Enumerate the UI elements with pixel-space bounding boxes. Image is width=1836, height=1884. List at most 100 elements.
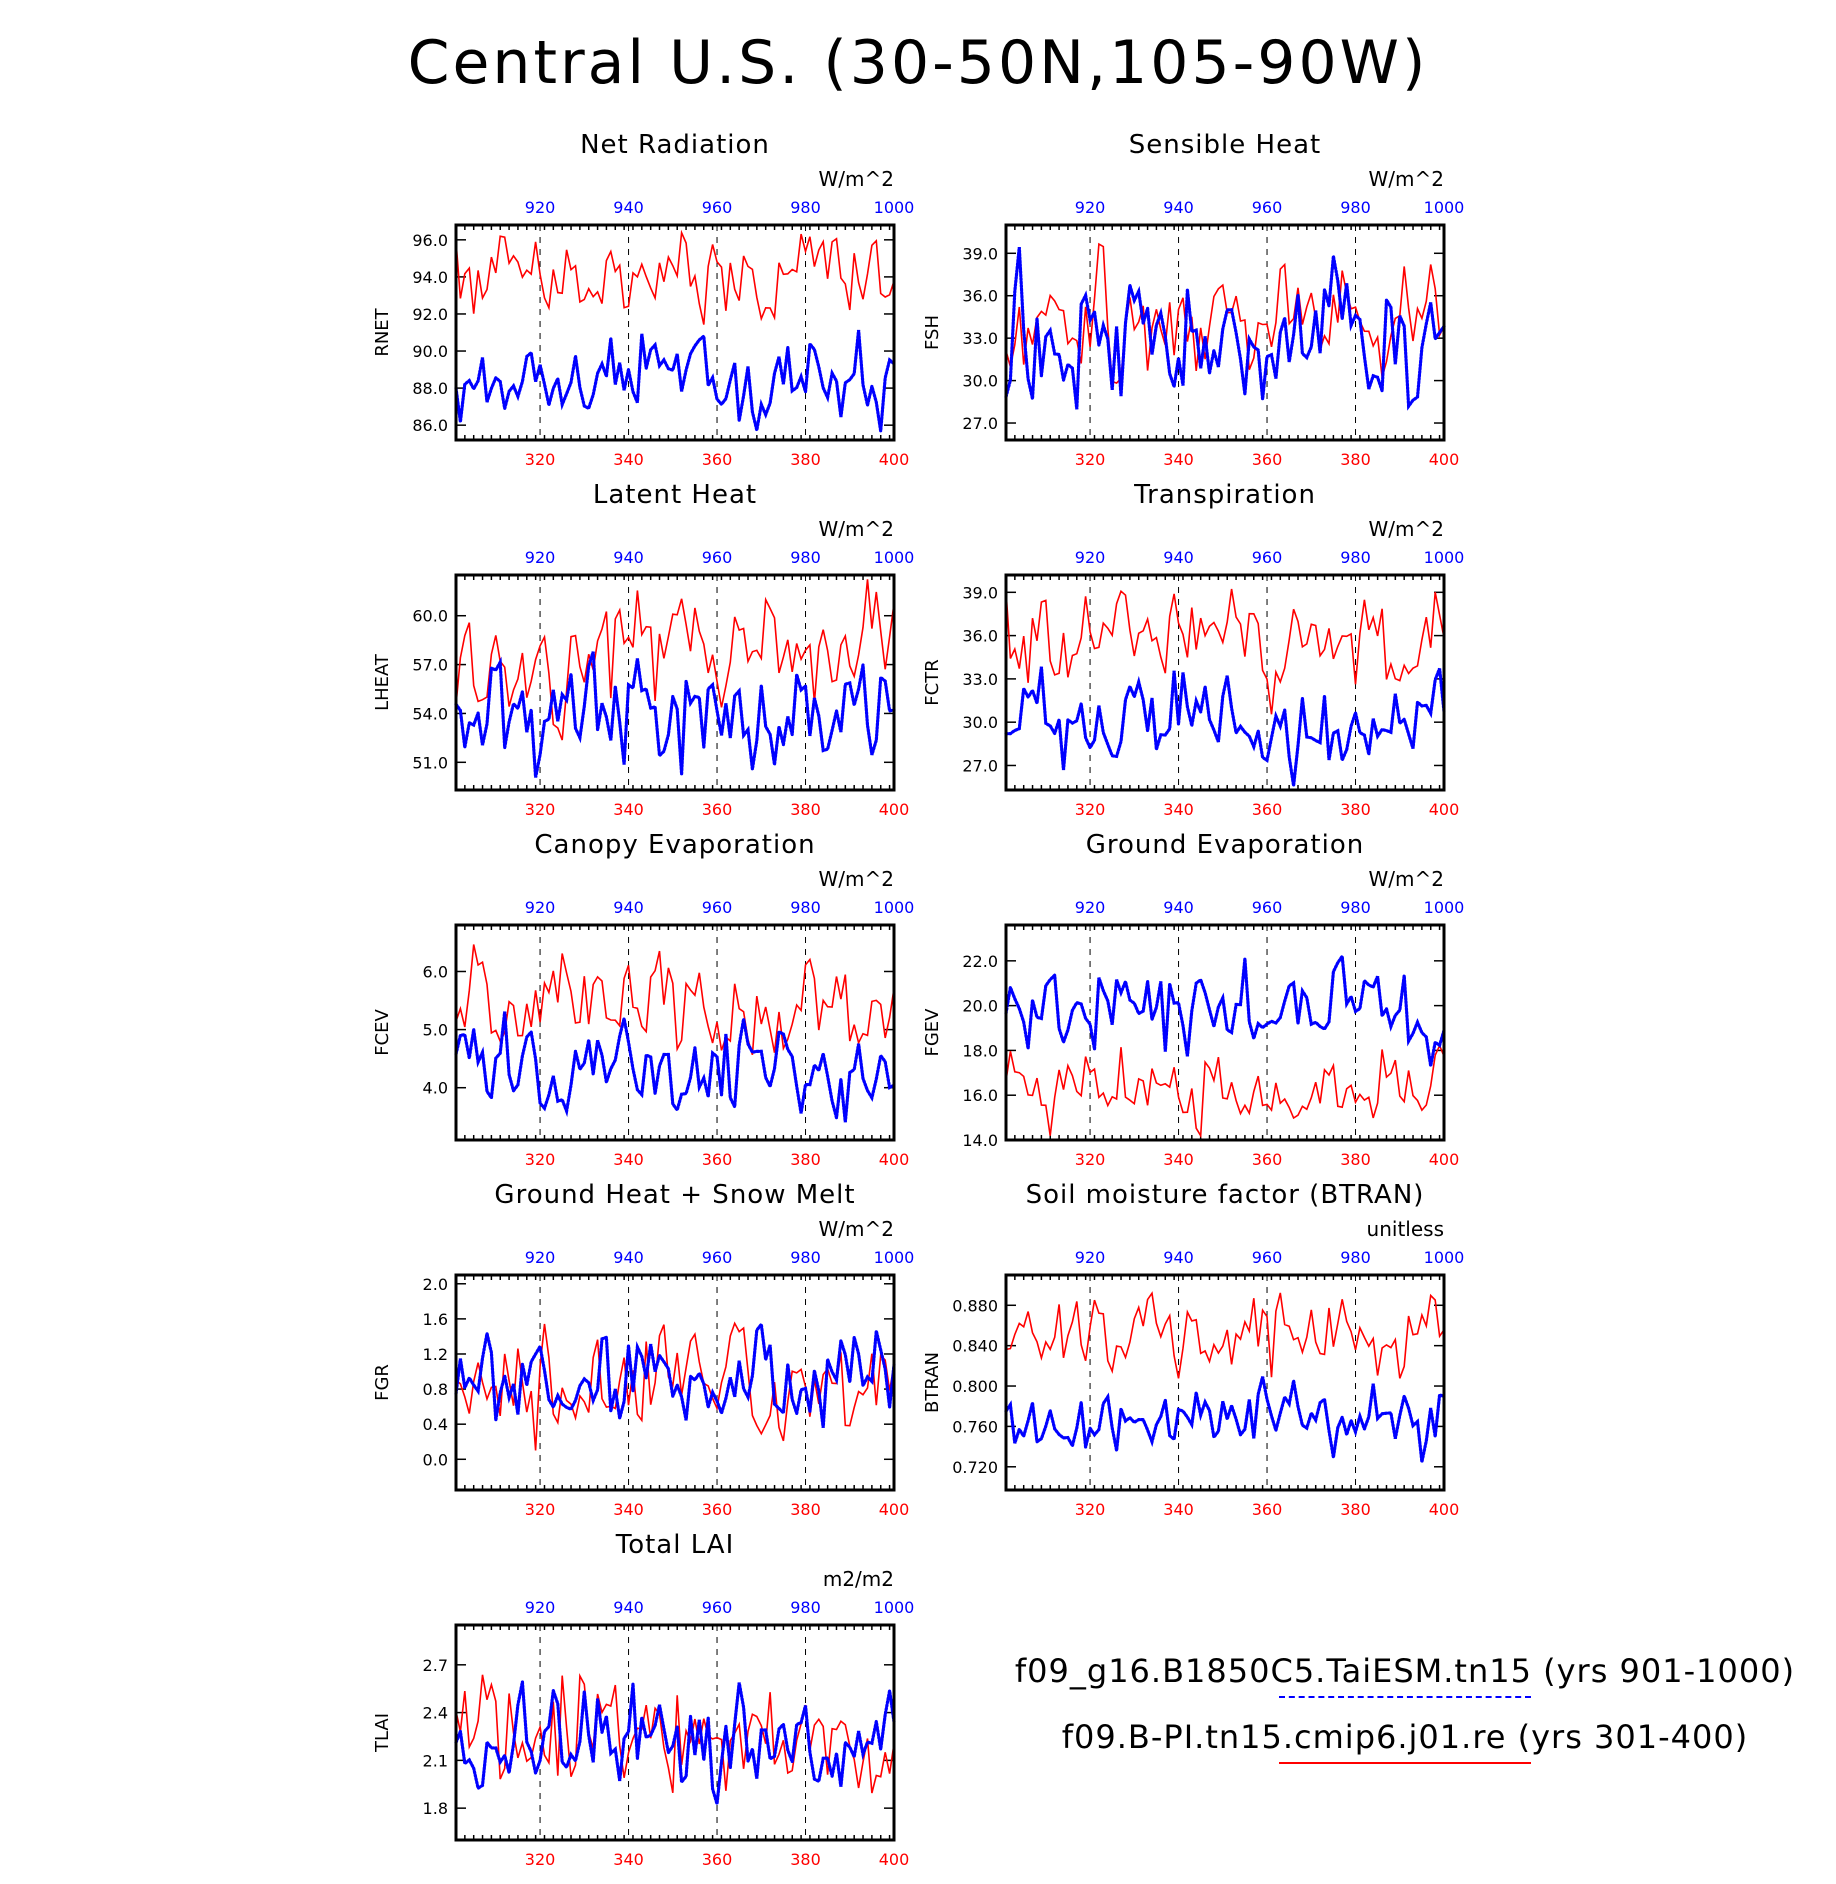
units-label: W/m^2 — [819, 867, 894, 891]
y-tick-label: 2.1 — [423, 1751, 448, 1770]
y-tick-label: 90.0 — [412, 342, 448, 361]
x-tick-label-bottom: 320 — [525, 1850, 556, 1869]
chart-latent-heat: Latent Heat W/m^2 320 340 360 380 400 920 940 960… — [372, 480, 915, 819]
x-tick-label-bottom: 380 — [1340, 1150, 1371, 1169]
panel-title: Canopy Evaporation — [534, 830, 815, 860]
x-tick-label-top: 940 — [613, 1248, 644, 1267]
x-tick-label-bottom: 380 — [790, 1150, 821, 1169]
x-tick-label-top: 1000 — [1424, 1248, 1465, 1267]
y-tick-label: 20.0 — [962, 997, 998, 1016]
x-tick-label-top: 940 — [1163, 898, 1194, 917]
x-tick-label-top: 960 — [702, 1248, 733, 1267]
plot-frame — [454, 1623, 896, 1842]
x-tick-label-top: 980 — [1340, 1248, 1371, 1267]
x-tick-label-top: 960 — [1252, 548, 1283, 567]
x-tick-label-top: 980 — [790, 898, 821, 917]
x-tick-label-top: 960 — [1252, 198, 1283, 217]
series-line-blue — [454, 1681, 896, 1805]
chart-sensible-heat: Sensible Heat W/m^2 320 340 360 380 400 920 940 9… — [922, 130, 1465, 469]
y-tick-label: 1.2 — [423, 1345, 448, 1364]
panel-title: Ground Heat + Snow Melt — [494, 1180, 855, 1210]
x-tick-label-top: 940 — [1163, 548, 1194, 567]
chart-net-radiation: Net Radiation W/m^2 320 340 360 380 400 920 940 9… — [372, 130, 914, 469]
y-axis-label: LHEAT — [372, 653, 393, 711]
series-line-blue — [454, 1320, 896, 1428]
series-line-red — [455, 1321, 895, 1451]
x-tick-label-bottom: 320 — [1075, 450, 1106, 469]
y-tick-label: 14.0 — [962, 1131, 998, 1150]
y-tick-label: 4.0 — [423, 1079, 448, 1098]
y-axis-label: BTRAN — [922, 1352, 943, 1413]
x-tick-label-top: 1000 — [1424, 198, 1465, 217]
y-tick-label: 2.0 — [423, 1275, 448, 1294]
x-tick-label-bottom: 320 — [525, 1150, 556, 1169]
units-label: m2/m2 — [823, 1567, 894, 1591]
series-line-blue — [1004, 246, 1446, 411]
series-line-red — [455, 944, 895, 1056]
units-label: W/m^2 — [1369, 167, 1444, 191]
x-tick-label-top: 920 — [525, 548, 556, 567]
chart-transpiration: Transpiration W/m^2 320 340 360 380 400 920 940 9… — [922, 480, 1465, 819]
x-tick-label-top: 1000 — [874, 1598, 915, 1617]
panel-title: Total LAI — [615, 1530, 735, 1560]
x-tick-label-bottom: 380 — [1340, 1500, 1371, 1519]
y-tick-label: 0.760 — [952, 1417, 998, 1436]
x-tick-label-top: 980 — [1340, 198, 1371, 217]
x-tick-label-bottom: 340 — [613, 800, 644, 819]
x-tick-label-top: 940 — [613, 1598, 644, 1617]
x-tick-label-bottom: 360 — [702, 450, 733, 469]
x-tick-label-bottom: 320 — [1075, 1500, 1106, 1519]
x-tick-label-bottom: 400 — [1429, 450, 1460, 469]
x-tick-label-bottom: 380 — [790, 800, 821, 819]
y-tick-label: 86.0 — [412, 416, 448, 435]
series-line-blue — [1004, 1376, 1446, 1463]
panel-title: Net Radiation — [580, 130, 770, 160]
series-line-blue — [454, 651, 896, 778]
x-tick-label-bottom: 360 — [702, 1150, 733, 1169]
x-tick-label-top: 980 — [790, 548, 821, 567]
x-tick-label-top: 960 — [1252, 898, 1283, 917]
x-tick-label-top: 920 — [525, 898, 556, 917]
x-tick-label-top: 940 — [613, 548, 644, 567]
series-line-blue — [454, 1011, 896, 1123]
chart-ground-heat-snow-melt: Ground Heat + Snow Melt W/m^2 320 340 360 380… — [372, 1180, 915, 1519]
series-line-red — [1005, 1043, 1445, 1139]
x-tick-label-bottom: 340 — [1163, 450, 1194, 469]
y-tick-label: 60.0 — [412, 607, 448, 626]
y-tick-label: 18.0 — [962, 1041, 998, 1060]
x-tick-label-bottom: 360 — [702, 800, 733, 819]
x-tick-label-top: 920 — [525, 198, 556, 217]
y-tick-label: 88.0 — [412, 379, 448, 398]
series-line-blue — [1004, 666, 1446, 786]
x-tick-label-bottom: 340 — [613, 450, 644, 469]
plot-frame — [454, 923, 896, 1142]
y-tick-label: 39.0 — [962, 583, 998, 602]
y-tick-label: 0.880 — [952, 1296, 998, 1315]
plot-frame — [454, 1273, 896, 1492]
x-tick-label-bottom: 380 — [790, 1850, 821, 1869]
plot-frame — [1004, 223, 1446, 442]
y-axis-label: RNET — [372, 307, 393, 356]
x-tick-label-bottom: 320 — [525, 450, 556, 469]
plot-frame — [1004, 573, 1446, 792]
x-tick-label-bottom: 340 — [613, 1500, 644, 1519]
y-tick-label: 33.0 — [962, 670, 998, 689]
y-tick-label: 2.4 — [423, 1704, 448, 1723]
y-axis-label: FCTR — [922, 659, 943, 705]
y-tick-label: 0.8 — [423, 1380, 448, 1399]
y-axis-label: FSH — [922, 315, 943, 350]
x-tick-label-top: 980 — [790, 198, 821, 217]
x-tick-label-top: 1000 — [874, 1248, 915, 1267]
units-label: W/m^2 — [819, 167, 894, 191]
legend-red-label: f09.B-PI.tn15.cmip6.j01.re (yrs 301-400) — [1061, 1718, 1749, 1756]
x-tick-label-top: 1000 — [1424, 548, 1465, 567]
x-tick-label-bottom: 400 — [879, 1500, 910, 1519]
y-tick-label: 6.0 — [423, 962, 448, 981]
x-tick-label-bottom: 400 — [1429, 1500, 1460, 1519]
x-tick-label-top: 1000 — [874, 898, 915, 917]
x-tick-label-top: 1000 — [874, 548, 915, 567]
x-tick-label-bottom: 340 — [1163, 1500, 1194, 1519]
series-line-red — [455, 229, 895, 325]
panel-title: Ground Evaporation — [1086, 830, 1364, 860]
